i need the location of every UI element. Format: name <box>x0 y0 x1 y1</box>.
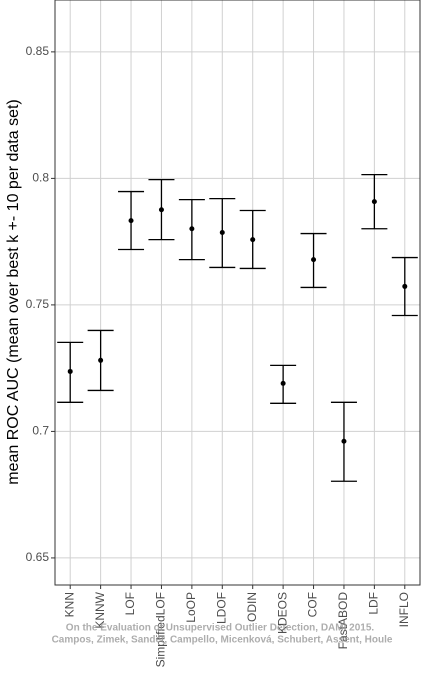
x-tick-label: LDOF <box>214 592 228 624</box>
mean-point <box>402 283 408 289</box>
watermark: Campos, Zimek, Sander, Campello, Micenko… <box>52 635 393 646</box>
plot-border <box>54 0 421 586</box>
x-tick-label: INFLO <box>397 592 411 627</box>
x-tick-label: ODIN <box>245 592 259 622</box>
y-tick-label: 0.65 <box>26 550 50 564</box>
mean-point <box>371 199 377 205</box>
x-tick-label: COF <box>306 592 320 617</box>
mean-point <box>250 237 256 243</box>
y-tick-label: 0.8 <box>32 171 49 185</box>
watermark: On the Evaluation of Unsupervised Outlie… <box>66 623 375 634</box>
mean-point <box>128 218 134 224</box>
mean-point <box>189 226 195 232</box>
x-tick-label: LDF <box>367 592 381 615</box>
mean-point <box>98 357 104 363</box>
mean-point <box>280 380 286 386</box>
y-axis-title: mean ROC AUC (mean over best k +- 10 per… <box>5 99 22 485</box>
mean-point <box>341 438 347 444</box>
y-tick-label: 0.7 <box>32 424 49 438</box>
plot-panel <box>55 0 420 585</box>
x-tick-label: KNN <box>62 592 76 617</box>
x-tick-label: FastABOD <box>336 592 350 650</box>
mean-point <box>219 230 225 236</box>
x-tick-label: KDEOS <box>275 592 289 634</box>
x-tick-label: LOF <box>123 592 137 615</box>
x-tick-label: SimplifiedLOF <box>154 592 168 667</box>
y-tick-label: 0.75 <box>26 297 50 311</box>
x-tick-label: LoOP <box>184 592 198 623</box>
y-tick-label: 0.85 <box>26 44 50 58</box>
mean-point <box>311 257 317 263</box>
mean-point <box>158 207 164 213</box>
mean-point <box>67 368 73 374</box>
x-tick-label: KNNW <box>93 591 107 628</box>
